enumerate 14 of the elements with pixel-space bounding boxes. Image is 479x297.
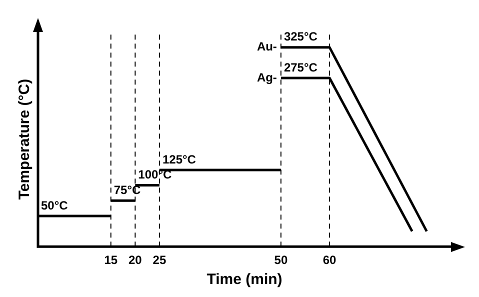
x-axis-title: Time (min) (206, 271, 282, 288)
x-tick-label: 25 (152, 253, 166, 268)
x-tick-label: 60 (322, 253, 337, 268)
x-tick-label: 50 (274, 253, 288, 268)
data-label: 275°C (284, 60, 318, 74)
data-label: 325°C (284, 30, 318, 44)
data-label: 50°C (41, 198, 68, 212)
series-label: Au- (256, 40, 277, 54)
x-tick-label: 20 (128, 253, 142, 268)
series-label: Ag- (256, 70, 277, 84)
x-tick-label: 15 (104, 253, 118, 268)
data-label: 75°C (114, 182, 142, 197)
y-axis-title: Temperature (°C) (16, 78, 34, 200)
data-label: 125°C (162, 152, 196, 166)
